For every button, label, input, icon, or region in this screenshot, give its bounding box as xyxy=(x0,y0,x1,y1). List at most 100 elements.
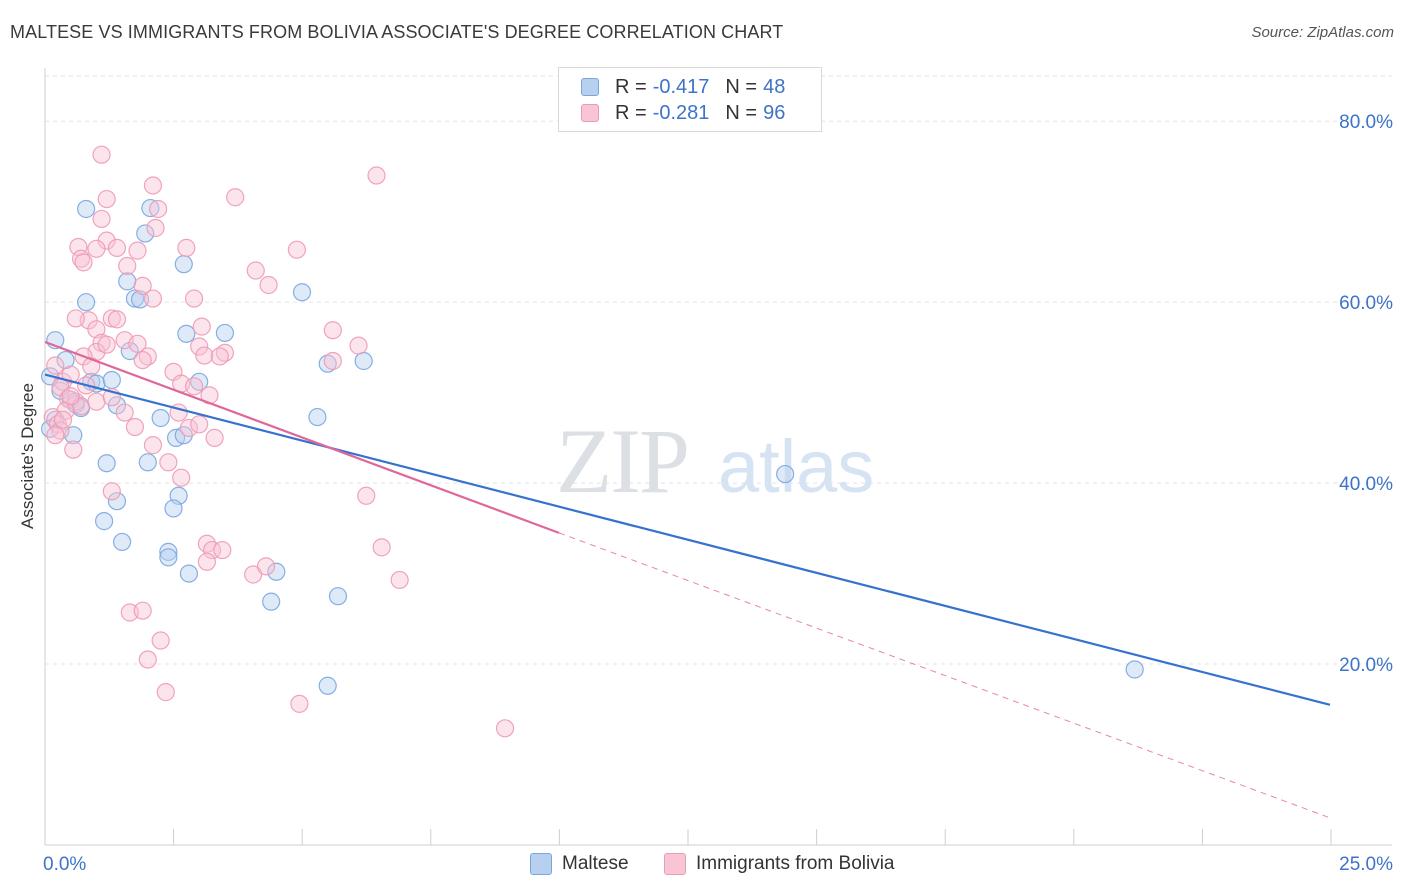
maltese-point xyxy=(318,676,337,695)
stats-legend: R = -0.417 N = 48 R = -0.281 N = 96 xyxy=(558,67,822,132)
bolivia-point xyxy=(495,719,515,738)
bolivia-point xyxy=(146,218,165,238)
bolivia-point xyxy=(115,403,134,422)
bolivia-point xyxy=(87,320,106,339)
bolivia-point xyxy=(143,289,163,308)
bolivia-point xyxy=(213,540,232,560)
bolivia-point xyxy=(97,335,116,354)
bolivia-point xyxy=(128,334,147,353)
maltese-point xyxy=(77,199,96,219)
bolivia-point xyxy=(133,601,152,620)
legend-r-value: -0.281 xyxy=(652,101,710,124)
bolivia-point xyxy=(184,289,204,308)
bolivia-point xyxy=(202,540,222,560)
maltese-point xyxy=(102,370,121,390)
axes xyxy=(44,68,1392,846)
bolivia-point xyxy=(97,189,116,209)
bolivia-point xyxy=(244,565,263,584)
bolivia-point xyxy=(133,276,152,295)
bolivia-point xyxy=(159,453,178,472)
bolivia-point xyxy=(287,240,306,259)
legend-r-label: R = xyxy=(615,75,647,98)
maltese-point xyxy=(318,354,337,373)
bolivia-point xyxy=(143,436,163,455)
bolivia-point xyxy=(53,410,73,429)
maltese-point xyxy=(130,290,150,309)
maltese-point xyxy=(107,492,127,511)
maltese-point xyxy=(354,351,373,371)
maltese-point xyxy=(118,272,137,291)
x-tick-label: 25.0% xyxy=(1339,854,1393,875)
bolivia-point xyxy=(156,683,175,702)
bolivia-point xyxy=(323,351,342,371)
y-tick-label: 80.0% xyxy=(1339,112,1393,133)
bolivia-point xyxy=(46,426,65,445)
legend-swatch-maltese xyxy=(530,853,552,875)
bolivia-point xyxy=(46,356,65,375)
data-points xyxy=(41,145,1144,738)
maltese-point xyxy=(141,198,160,218)
maltese-point xyxy=(151,408,170,428)
trend-lines xyxy=(44,340,1331,819)
maltese-point xyxy=(308,407,327,427)
maltese-point xyxy=(215,323,234,343)
y-tick-label: 40.0% xyxy=(1339,474,1393,495)
legend-swatch-bolivia xyxy=(581,104,599,122)
bolivia-point xyxy=(66,309,85,328)
watermark-atlas: atlas xyxy=(718,425,874,508)
legend-n-value: 48 xyxy=(763,75,786,98)
maltese-point xyxy=(120,341,139,361)
bolivia-point xyxy=(107,310,127,329)
maltese-point xyxy=(328,587,348,606)
bolivia-point xyxy=(259,275,278,295)
bolivia-point xyxy=(133,350,152,370)
legend-n-label: N = xyxy=(725,75,758,98)
maltese-point xyxy=(136,224,155,243)
bolivia-point xyxy=(184,377,204,396)
bolivia-point xyxy=(151,631,170,650)
legend-swatch-maltese xyxy=(581,78,599,96)
maltese-point xyxy=(138,453,157,472)
bolivia-point xyxy=(143,176,163,195)
legend-item-bolivia[interactable]: Immigrants from Bolivia xyxy=(664,852,895,876)
bolivia-point xyxy=(205,428,224,447)
maltese-point xyxy=(95,512,114,531)
maltese-point xyxy=(77,293,96,312)
bolivia-point xyxy=(138,650,157,669)
legend-r-label: R = xyxy=(615,101,647,124)
bolivia-point xyxy=(128,241,147,260)
maltese-point xyxy=(112,532,132,552)
maltese-point xyxy=(177,324,196,343)
bolivia-point xyxy=(197,552,217,571)
bolivia-point xyxy=(192,317,211,336)
legend-n-label: N = xyxy=(725,101,758,124)
bolivia-trend-line xyxy=(44,340,560,534)
maltese-point xyxy=(1125,660,1144,679)
maltese-point xyxy=(179,564,199,583)
maltese-point xyxy=(56,350,75,370)
bolivia-point xyxy=(179,418,199,438)
bolivia-point xyxy=(226,188,245,207)
bolivia-point xyxy=(74,253,93,272)
legend-label-bolivia: Immigrants from Bolivia xyxy=(696,853,895,874)
legend-item-maltese[interactable]: Maltese xyxy=(530,852,629,876)
bolivia-point xyxy=(372,538,391,557)
bolivia-point xyxy=(349,336,368,355)
bolivia-point xyxy=(102,309,121,328)
bolivia-point xyxy=(118,256,137,276)
watermark-zip: ZIP xyxy=(556,410,688,512)
maltese-point xyxy=(776,464,795,484)
bolivia-point xyxy=(87,392,106,411)
bolivia-point xyxy=(102,482,121,501)
bolivia-point xyxy=(92,209,111,229)
bolivia-point xyxy=(246,261,265,280)
maltese-point xyxy=(159,542,178,561)
chart-title: MALTESE VS IMMIGRANTS FROM BOLIVIA ASSOC… xyxy=(10,22,784,42)
bolivia-point xyxy=(82,357,101,376)
legend-row-maltese: R = -0.417 N = 48 xyxy=(581,75,791,99)
bolivia-point xyxy=(210,347,229,366)
maltese-point xyxy=(159,548,178,567)
bolivia-point xyxy=(177,238,196,257)
y-tick-label: 20.0% xyxy=(1339,655,1393,676)
